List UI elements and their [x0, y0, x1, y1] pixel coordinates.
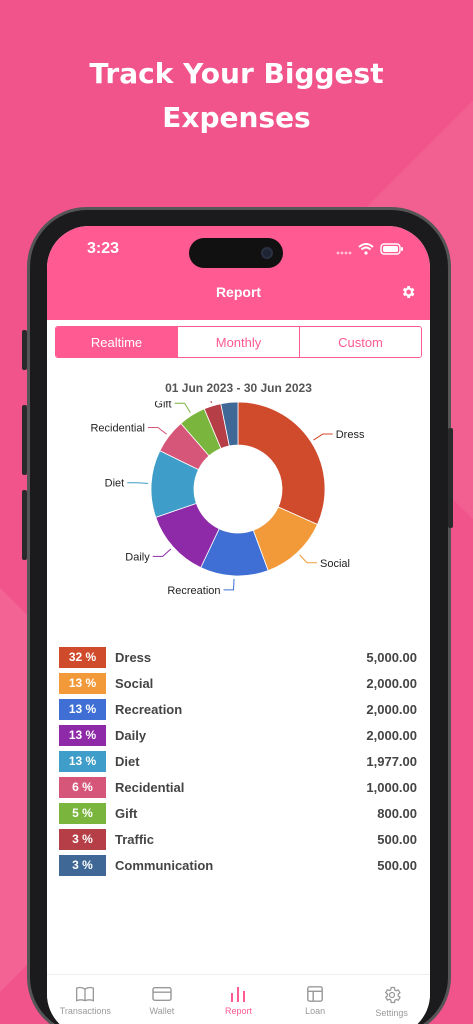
percent-badge: 13 %: [59, 698, 106, 720]
slice-label: Gift: [154, 401, 171, 410]
date-range: 01 Jun 2023 - 30 Jun 2023: [165, 381, 312, 395]
status-time: 3:23: [87, 240, 120, 257]
bottom-tab-bar: Transactions Wallet Report Loan Settings: [47, 974, 430, 1024]
legend-row[interactable]: 32 % Dress 5,000.00: [59, 644, 417, 670]
gear-icon: [402, 286, 415, 298]
category-amount: 1,000.00: [366, 779, 417, 795]
legend-row[interactable]: 13 % Social 2,000.00: [59, 670, 417, 696]
percent-badge: 5 %: [59, 802, 106, 824]
category-name: Daily: [115, 727, 147, 743]
headline-line-2: Expenses: [162, 101, 311, 134]
legend-row[interactable]: 13 % Recreation 2,000.00: [59, 696, 417, 722]
category-name: Diet: [115, 753, 140, 769]
tab-transactions[interactable]: Transactions: [47, 975, 124, 1024]
segment-realtime[interactable]: Realtime: [56, 327, 178, 357]
category-amount: 1,977.00: [366, 753, 417, 769]
slice-label: Social: [320, 558, 350, 570]
slice-label: Recidential: [90, 422, 144, 434]
category-amount: 800.00: [377, 805, 417, 821]
phone-power-button: [448, 428, 453, 528]
tab-label: Transactions: [59, 1006, 111, 1016]
slice-label: Recreation: [167, 585, 220, 597]
category-name: Dress: [115, 649, 152, 665]
page-title: Report: [215, 284, 262, 300]
phone-side-button: [22, 405, 27, 475]
percent-badge: 6 %: [59, 776, 106, 798]
legend-row[interactable]: 3 % Communication 500.00: [59, 852, 417, 878]
phone-side-button: [22, 490, 27, 560]
legend-row[interactable]: 13 % Daily 2,000.00: [59, 722, 417, 748]
tab-label: Wallet: [149, 1006, 175, 1016]
tab-label: Settings: [375, 1008, 408, 1018]
leader-line: [210, 401, 212, 404]
headline-line-1: Track Your Biggest: [89, 57, 384, 90]
status-icons: [336, 242, 404, 260]
category-amount: 2,000.00: [366, 701, 417, 717]
wifi-icon: [358, 242, 374, 260]
tab-wallet[interactable]: Wallet: [124, 975, 201, 1024]
category-legend: 32 % Dress 5,000.00 13 % Social 2,000.00…: [59, 644, 417, 878]
slice-label: Dress: [336, 429, 365, 441]
percent-badge: 3 %: [59, 828, 106, 850]
category-name: Social: [115, 675, 154, 691]
leader-line: [174, 402, 191, 413]
tab-settings[interactable]: Settings: [353, 975, 430, 1024]
donut-slice-dress[interactable]: [237, 401, 326, 526]
donut-slice-communication[interactable]: [220, 401, 239, 447]
category-amount: 2,000.00: [366, 675, 417, 691]
phone-screen: 3:23 Report Realtime Monthly Custom 01 J…: [47, 226, 430, 1024]
percent-badge: 3 %: [59, 854, 106, 876]
segment-monthly[interactable]: Monthly: [178, 327, 300, 357]
leader-line: [223, 578, 235, 591]
leader-line: [152, 548, 172, 557]
category-name: Recidential: [115, 779, 185, 795]
slice-label: Daily: [125, 551, 150, 563]
category-amount: 5,000.00: [366, 649, 417, 665]
tab-label: Loan: [305, 1006, 326, 1016]
app-header: 3:23 Report: [47, 226, 430, 320]
leader-line: [127, 482, 149, 484]
category-amount: 2,000.00: [366, 727, 417, 743]
legend-row[interactable]: 6 % Recidential 1,000.00: [59, 774, 417, 800]
dynamic-island: [189, 238, 283, 268]
slice-label: Diet: [105, 478, 125, 490]
wallet-icon: [152, 986, 172, 1002]
promo-headline: Track Your Biggest Expenses: [0, 52, 473, 140]
percent-badge: 13 %: [59, 750, 106, 772]
layout-icon: [307, 986, 323, 1002]
percent-badge: 32 %: [59, 646, 106, 668]
book-icon: [76, 986, 95, 1002]
gear-icon: [384, 986, 401, 1004]
tab-loan[interactable]: Loan: [277, 975, 354, 1024]
leader-line: [147, 426, 167, 435]
leader-line: [313, 433, 333, 441]
tab-label: Report: [224, 1006, 252, 1016]
battery-icon: [380, 242, 404, 260]
phone-side-button: [22, 330, 27, 370]
category-name: Communication: [115, 857, 214, 873]
leader-line: [299, 554, 318, 564]
signal-icon: [336, 242, 352, 260]
segment-custom[interactable]: Custom: [300, 327, 421, 357]
percent-badge: 13 %: [59, 672, 106, 694]
legend-row[interactable]: 3 % Traffic 500.00: [59, 826, 417, 852]
legend-row[interactable]: 5 % Gift 800.00: [59, 800, 417, 826]
percent-badge: 13 %: [59, 724, 106, 746]
expense-donut-chart: Dress Social Recreation Daily Diet Recidentia…: [90, 401, 365, 597]
settings-gear-button[interactable]: [400, 284, 416, 305]
category-name: Gift: [115, 805, 138, 821]
period-segmented-control: Realtime Monthly Custom: [55, 326, 422, 358]
legend-row[interactable]: 13 % Diet 1,977.00: [59, 748, 417, 774]
tab-report[interactable]: Report: [200, 975, 277, 1024]
bar-chart-icon: [231, 987, 246, 1002]
camera-icon: [261, 247, 273, 259]
category-amount: 500.00: [377, 857, 417, 873]
category-name: Traffic: [115, 831, 155, 847]
category-amount: 500.00: [377, 831, 417, 847]
category-name: Recreation: [115, 701, 183, 717]
